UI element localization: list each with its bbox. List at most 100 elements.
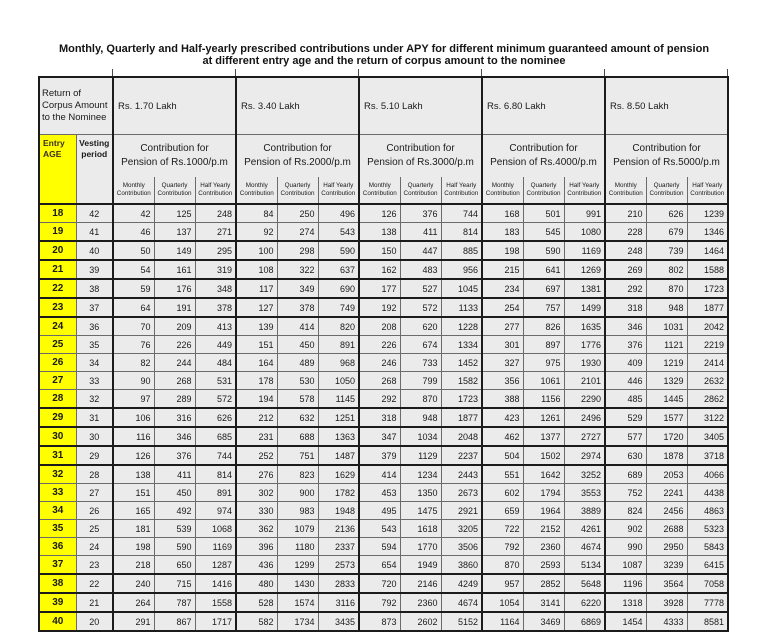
contribution-value-cell: 870 (645, 278, 688, 299)
table-wrap: Return of Corpus Amount to the Nominee R… (38, 69, 730, 632)
contribution-value-cell: 690 (317, 278, 360, 299)
contribution-value-cell: 210 (604, 203, 647, 223)
contribution-value-cell: 97 (112, 389, 155, 409)
entry-age-cell: 33 (38, 483, 77, 502)
contribution-value-cell: 453 (358, 483, 401, 502)
contribution-value-cell: 3405 (686, 426, 729, 447)
contribution-value-cell: 198 (481, 240, 524, 261)
contribution-value-cell: 215 (481, 259, 524, 280)
contribution-value-cell: 527 (399, 278, 442, 299)
vesting-period-cell: 28 (75, 464, 114, 484)
contribution-value-cell: 948 (645, 297, 688, 318)
contribution-value-cell: 2852 (522, 573, 565, 594)
contribution-value-cell: 6220 (563, 592, 606, 613)
contribution-value-cell: 1251 (317, 407, 360, 428)
contribution-value-cell: 685 (194, 426, 237, 447)
contribution-value-cell: 3553 (563, 483, 606, 502)
contribution-value-cell: 1629 (317, 464, 360, 484)
entry-age-cell: 25 (38, 335, 77, 354)
column-stub (235, 69, 236, 76)
vesting-period-cell: 37 (75, 297, 114, 318)
contribution-value-cell: 178 (235, 371, 278, 390)
table-row: 26 34 82 244 484 164 489 968 246 733 1452 327 975 193… (38, 353, 729, 372)
frequency-sub-header: Half Yearly Contribution (317, 177, 360, 205)
contribution-value-cell: 3116 (317, 592, 360, 613)
contribution-value-cell: 1228 (440, 316, 483, 336)
column-stub (481, 69, 482, 76)
contribution-value-cell: 1776 (563, 335, 606, 354)
contribution-value-cell: 100 (235, 240, 278, 261)
contribution-value-cell: 1068 (194, 519, 237, 538)
contribution-value-cell: 1080 (563, 222, 606, 242)
contribution-value-cell: 2219 (686, 335, 729, 354)
contribution-value-cell: 108 (235, 259, 278, 280)
contribution-value-cell: 1169 (563, 240, 606, 261)
corpus-header-row: Return of Corpus Amount to the Nominee R… (38, 76, 729, 135)
contribution-value-cell: 70 (112, 316, 155, 336)
contribution-value-cell: 411 (399, 222, 442, 242)
contribution-value-cell: 291 (112, 611, 155, 632)
contribution-value-cell: 483 (399, 259, 442, 280)
vesting-period-cell: 32 (75, 389, 114, 409)
contribution-value-cell: 4438 (686, 483, 729, 502)
vesting-period-cell: 20 (75, 611, 114, 632)
contribution-value-cell: 3239 (645, 555, 688, 575)
contribution-value-cell: 1577 (645, 407, 688, 428)
table-row: 30 30 116 346 685 231 688 1363 347 1034 2048 462 137… (38, 426, 729, 447)
entry-age-cell: 29 (38, 407, 77, 428)
contribution-value-cell: 396 (235, 537, 278, 556)
frequency-sub-header: Half Yearly Contribution (563, 177, 606, 205)
contribution-value-cell: 697 (522, 278, 565, 299)
contribution-value-cell: 590 (317, 240, 360, 261)
contribution-value-cell: 1299 (276, 555, 319, 575)
contribution-value-cell: 3252 (563, 464, 606, 484)
contribution-value-cell: 151 (112, 483, 155, 502)
contribution-value-cell: 1502 (522, 445, 565, 466)
contribution-value-cell: 150 (358, 240, 401, 261)
contribution-value-cell: 330 (235, 501, 278, 520)
table-row: 23 37 64 191 378 127 378 749 192 572 1133 254 757 149… (38, 297, 729, 318)
contribution-value-cell: 1346 (686, 222, 729, 242)
contribution-value-cell: 1452 (440, 353, 483, 372)
frequency-sub-header: Half Yearly Contribution (440, 177, 483, 205)
contribution-value-cell: 177 (358, 278, 401, 299)
contribution-value-cell: 1156 (522, 389, 565, 409)
vesting-period-cell: 24 (75, 537, 114, 556)
contribution-value-cell: 423 (481, 407, 524, 428)
contribution-value-cell: 4674 (440, 592, 483, 613)
contribution-value-cell: 3718 (686, 445, 729, 466)
contribution-value-cell: 7058 (686, 573, 729, 594)
table-head: Return of Corpus Amount to the Nominee R… (38, 76, 729, 205)
entry-age-cell: 35 (38, 519, 77, 538)
contribution-value-cell: 64 (112, 297, 155, 318)
contribution-value-cell: 1261 (522, 407, 565, 428)
contribution-value-cell: 436 (235, 555, 278, 575)
contribution-value-cell: 2833 (317, 573, 360, 594)
contribution-value-cell: 1723 (686, 278, 729, 299)
contribution-value-cell: 948 (399, 407, 442, 428)
contribution-value-cell: 1381 (563, 278, 606, 299)
contribution-value-cell: 176 (153, 278, 196, 299)
contribution-value-cell: 42 (112, 203, 155, 223)
contribution-value-cell: 208 (358, 316, 401, 336)
contribution-value-cell: 1558 (194, 592, 237, 613)
contribution-value-cell: 1464 (686, 240, 729, 261)
contribution-value-cell: 757 (522, 297, 565, 318)
contribution-value-cell: 1723 (440, 389, 483, 409)
contribution-value-cell: 244 (153, 353, 196, 372)
contribution-value-cell: 76 (112, 335, 155, 354)
contribution-value-cell: 139 (235, 316, 278, 336)
contribution-value-cell: 252 (235, 445, 278, 466)
contribution-value-cell: 1794 (522, 483, 565, 502)
frequency-sub-header: Quarterly Contribution (153, 177, 196, 205)
contribution-value-cell: 1318 (604, 592, 647, 613)
contribution-value-cell: 1964 (522, 501, 565, 520)
contribution-value-cell: 126 (112, 445, 155, 466)
contribution-value-cell: 688 (276, 426, 319, 447)
contribution-value-cell: 5843 (686, 537, 729, 556)
contribution-value-cell: 2602 (399, 611, 442, 632)
contribution-value-cell: 674 (399, 335, 442, 354)
contribution-value-cell: 2053 (645, 464, 688, 484)
vesting-period-cell: 26 (75, 501, 114, 520)
contribution-value-cell: 867 (153, 611, 196, 632)
